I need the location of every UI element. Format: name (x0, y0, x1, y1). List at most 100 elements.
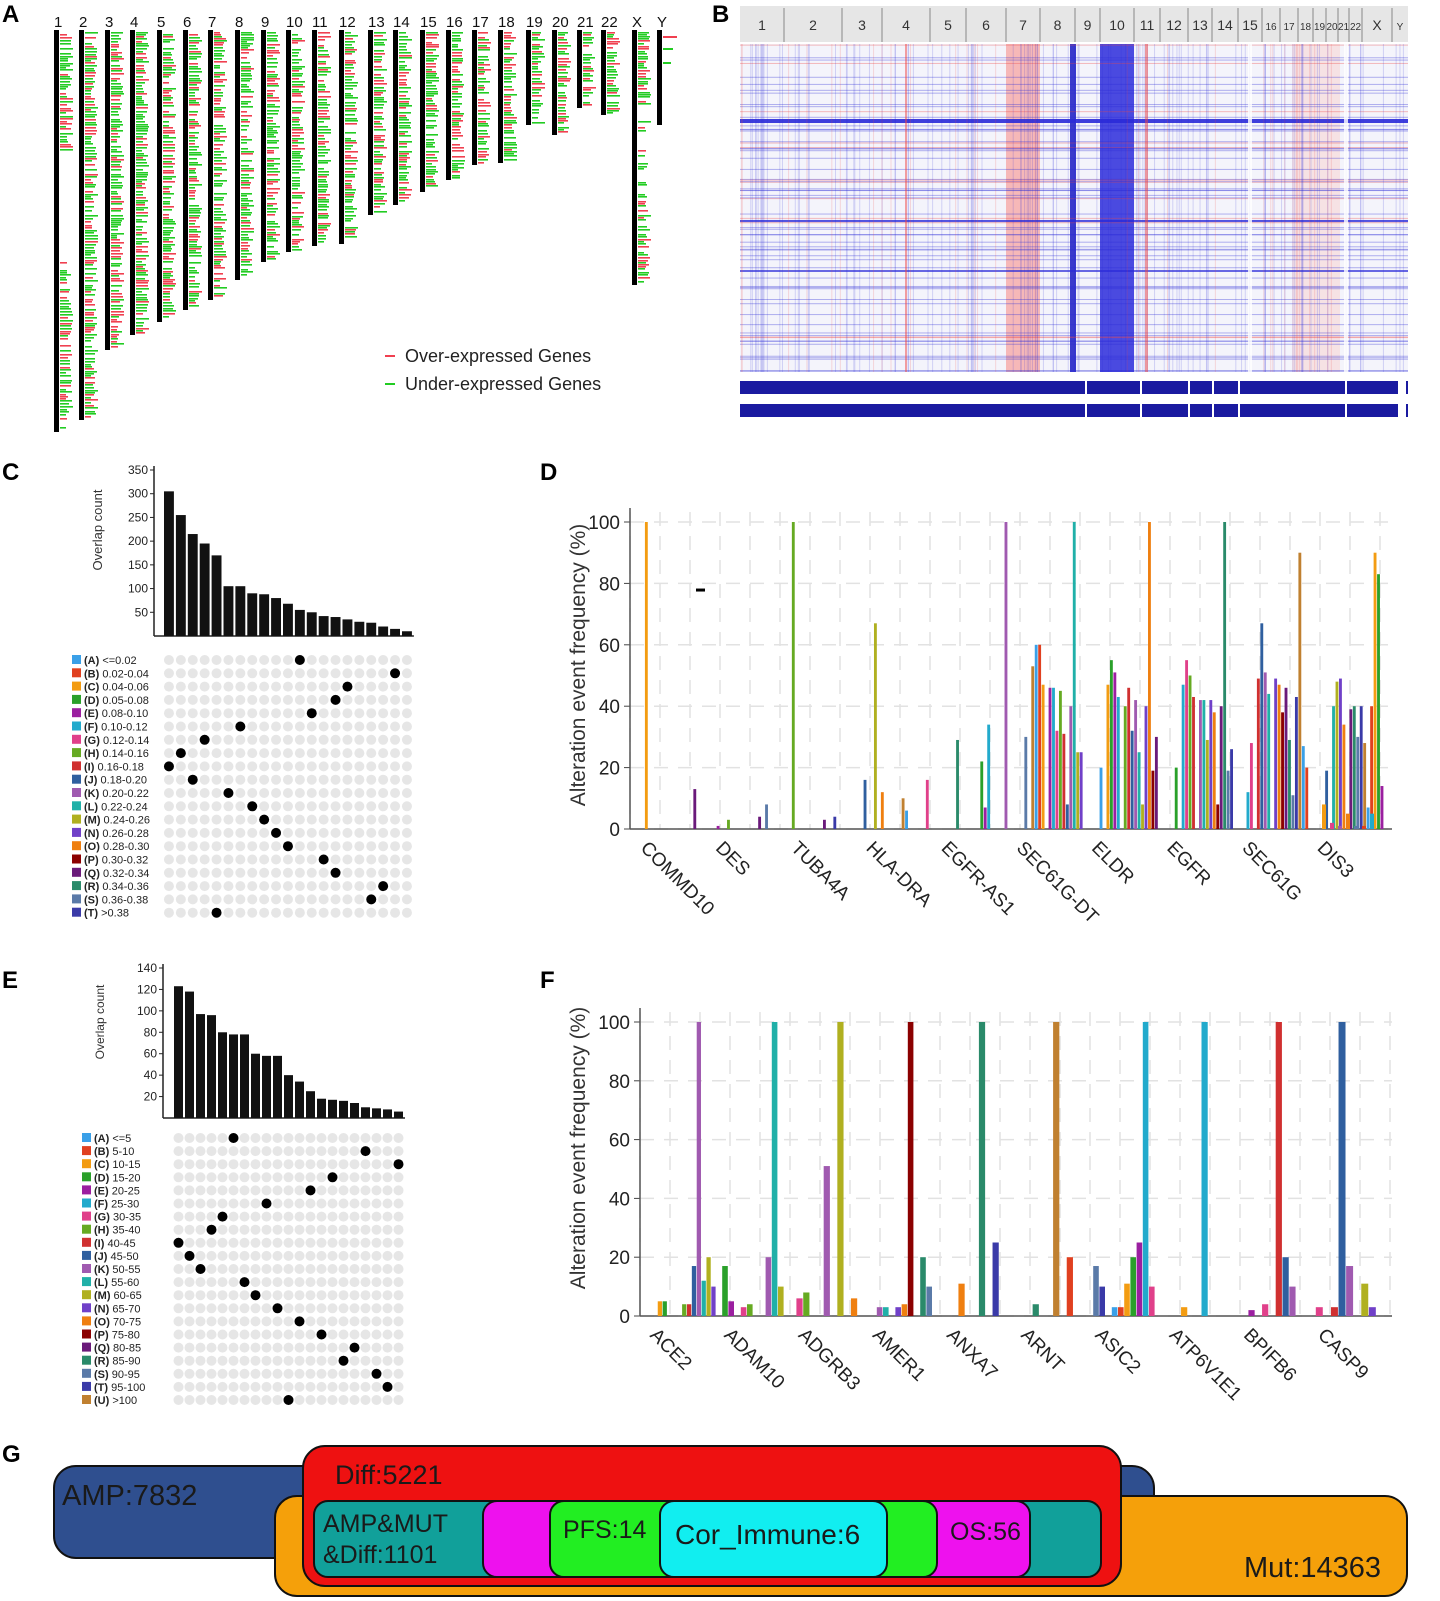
karyogram-over-tick (163, 181, 175, 183)
upset-matrix-dot (342, 827, 353, 838)
upset-matrix-dot (327, 1146, 338, 1157)
f-ylabel: Alteration event frequency (%) (567, 1007, 590, 1289)
upset-matrix-dot (382, 1133, 393, 1143)
karyogram-under-tick (111, 108, 121, 110)
legend-under-label: Under-expressed Genes (405, 374, 601, 394)
upset-matrix-dot (259, 801, 270, 812)
upset-matrix-dot (330, 708, 341, 719)
panel-labels: A B C D E F G (2, 1, 729, 1468)
karyogram-under-tick (136, 91, 144, 93)
upset-matrix-dot (390, 827, 401, 838)
karyogram-under-tick (60, 133, 73, 135)
karyogram-over-tick (85, 133, 96, 135)
heatmap-col-stripe (1349, 44, 1351, 372)
karyogram-under-tick (504, 155, 517, 157)
karyogram-over-tick (189, 195, 195, 197)
karyogram-over-tick (111, 201, 124, 203)
karyogram-under-tick (85, 48, 97, 50)
karyogram-over-tick (136, 65, 144, 67)
karyogram-over-tick (345, 49, 357, 51)
upset-bar (366, 622, 377, 636)
upset-set-label: (Q) 80-85 (94, 1343, 141, 1355)
karyogram-over-tick (292, 86, 305, 88)
upset-matrix-dot (228, 1290, 239, 1301)
upset-y-tick-label: 250 (128, 510, 148, 524)
upset-matrix-dot (338, 1316, 349, 1327)
karyogram-over-tick (558, 118, 566, 120)
upset-bar (328, 1099, 337, 1118)
upset-matrix-dot (272, 1211, 283, 1222)
karyogram-over-tick (60, 282, 67, 284)
upset-matrix-dot (306, 748, 317, 759)
bar-mark (1130, 730, 1134, 829)
karyogram-under-tick (345, 35, 358, 37)
karyogram-over-tick (267, 80, 275, 82)
karyogram-under-tick (583, 80, 593, 82)
upset-set-label: (J) 45-50 (94, 1251, 139, 1263)
heatmap-col-stripe (1024, 44, 1026, 372)
upset-matrix-dot (250, 1355, 261, 1366)
karyogram-under-tick (85, 257, 97, 259)
heatmap-col-stripe (974, 44, 976, 372)
karyogram-under-tick (136, 307, 147, 309)
karyogram-under-tick (111, 93, 124, 95)
panel-label-c: C (2, 459, 19, 486)
karyogram-under-tick (426, 181, 435, 183)
karyogram-under-tick (638, 36, 650, 38)
upset-matrix-dot (283, 1237, 294, 1248)
karyogram-over-tick (136, 285, 148, 287)
upset-matrix-dot (382, 1250, 393, 1261)
karyogram-over-tick (318, 96, 331, 98)
karyogram-chrom-label: 17 (472, 14, 489, 31)
karyogram-over-tick (214, 204, 224, 206)
karyogram-under-tick (504, 53, 517, 55)
upset-active-dot (173, 1237, 184, 1248)
karyogram-over-tick (85, 399, 98, 401)
karyogram-over-tick (345, 185, 352, 187)
karyogram-over-tick (558, 48, 567, 50)
upset-matrix-dot (371, 1355, 382, 1366)
karyogram-under-tick (558, 100, 566, 102)
upset-set-label: (B) 0.02-0.04 (84, 668, 149, 680)
upset-set-range: >100 (109, 1395, 137, 1407)
upset-matrix-dot (272, 1237, 283, 1248)
karyogram-over-tick (558, 58, 569, 60)
karyogram-over-tick (399, 189, 412, 191)
karyogram-under-tick (241, 80, 250, 82)
upset-matrix-dot (294, 1368, 305, 1379)
karyogram-over-tick (267, 188, 280, 190)
heatmap-col-stripe (1263, 44, 1265, 372)
upset-matrix-dot (247, 708, 258, 719)
category-label: HLA-DRA (862, 838, 936, 912)
upset-matrix-dot (173, 1133, 184, 1143)
upset-set-range: 0.10-0.12 (98, 722, 148, 734)
upset-matrix-dot (261, 1395, 272, 1405)
heatmap-col-stripe (881, 44, 883, 372)
upset-matrix-dot (163, 708, 174, 719)
upset-set-range: 0.08-0.10 (99, 708, 149, 720)
upset-matrix-dot (349, 1146, 360, 1157)
karyogram-under-tick (558, 110, 566, 112)
karyogram-over-tick (318, 63, 326, 65)
karyogram-under-tick (136, 153, 144, 155)
karyogram-under-tick (214, 160, 222, 162)
upset-matrix-dot (206, 1329, 217, 1340)
karyogram-over-tick (60, 385, 71, 387)
upset-matrix-dot (378, 721, 389, 732)
bar-mark (907, 1022, 914, 1316)
upset-bar (317, 1098, 326, 1118)
upset-set-code: (T) (84, 908, 98, 920)
heatmap-track-bar (1406, 404, 1408, 417)
upset-matrix-dot (378, 907, 389, 918)
karyogram-under-tick (478, 59, 489, 61)
karyogram-under-tick (214, 65, 220, 67)
upset-set-range: 0.04-0.06 (99, 682, 149, 694)
upset-matrix-dot (247, 668, 258, 679)
upset-matrix-dot (306, 774, 317, 785)
karyogram-under-tick (345, 47, 354, 49)
upset-matrix-dot (282, 681, 293, 692)
karyogram-under-tick (214, 151, 224, 153)
upset-set-code: (J) (94, 1251, 108, 1263)
upset-set-swatch (72, 788, 81, 797)
karyogram-under-tick (267, 142, 277, 144)
